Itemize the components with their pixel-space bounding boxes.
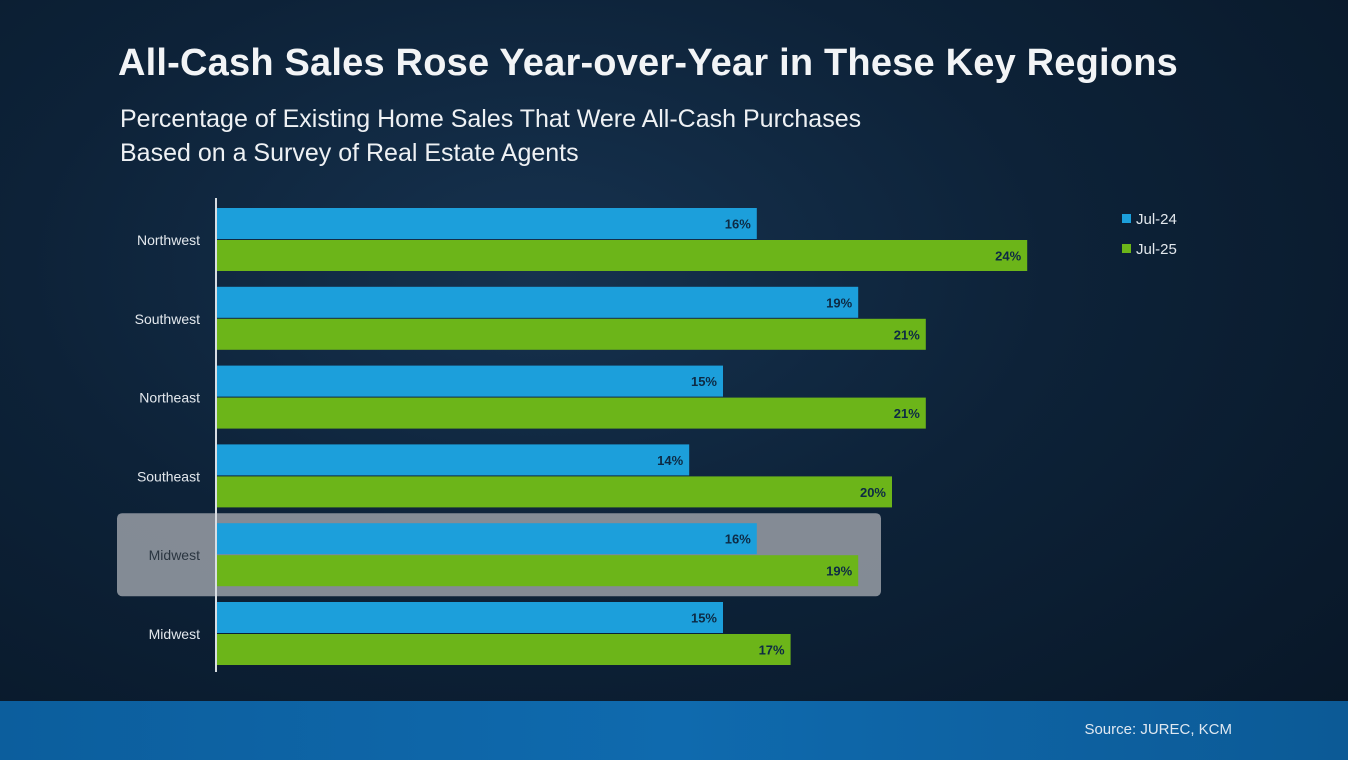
data-label: 16%	[725, 532, 751, 547]
bar-jul25	[216, 476, 892, 508]
bar-jul24	[216, 286, 859, 318]
legend-label: Jul-25	[1136, 241, 1177, 258]
legend-label: Jul-24	[1136, 211, 1177, 228]
category-label: Northeast	[139, 390, 200, 406]
data-label: 24%	[995, 249, 1021, 264]
data-label: 17%	[759, 643, 785, 658]
data-label: 14%	[657, 453, 683, 468]
footer-bar: Source: JUREC, KCM	[0, 701, 1348, 760]
bar-chart: Northwest 16% 24% Southwest 19% 21% Northeast 1…	[117, 198, 1177, 672]
subtitle-line-2: Based on a Survey of Real Estate Agents	[120, 139, 579, 167]
category-label: Midwest	[149, 626, 200, 642]
subtitle-line-1: Percentage of Existing Home Sales That W…	[120, 105, 862, 133]
category-label: Northwest	[137, 232, 200, 248]
chart-title: All-Cash Sales Rose Year-over-Year in Th…	[118, 42, 1178, 84]
bar-jul25	[216, 634, 791, 665]
bar-jul25	[216, 318, 926, 350]
bar-jul24	[216, 523, 757, 555]
data-label: 20%	[860, 485, 886, 500]
source-text: Source: JUREC, KCM	[1084, 721, 1232, 738]
data-label: 15%	[691, 611, 717, 626]
data-label: 19%	[826, 295, 852, 310]
category-label: Southeast	[137, 468, 200, 484]
bar-jul24	[216, 208, 757, 239]
bar-jul24	[216, 444, 690, 476]
data-label: 15%	[691, 374, 717, 389]
legend-swatch	[1122, 244, 1131, 253]
bar-jul24	[216, 365, 723, 397]
bar-jul24	[216, 602, 723, 633]
data-label: 21%	[894, 327, 920, 342]
bar-jul25	[216, 397, 926, 429]
bar-jul25	[216, 555, 859, 587]
bar-jul25	[216, 240, 1028, 271]
category-label: Southwest	[135, 311, 200, 327]
legend-swatch	[1122, 214, 1131, 223]
category-label: Midwest	[149, 547, 200, 563]
data-label: 19%	[826, 564, 852, 579]
data-label: 21%	[894, 406, 920, 421]
chart-subtitle: Percentage of Existing Home Sales That W…	[120, 102, 861, 170]
data-label: 16%	[725, 217, 751, 232]
